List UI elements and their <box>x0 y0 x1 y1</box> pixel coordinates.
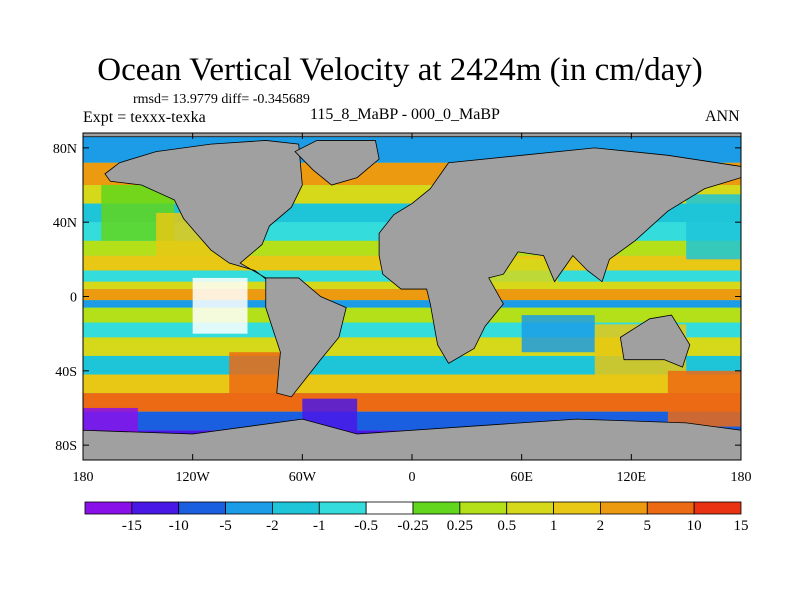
colorbar-swatch <box>412 501 461 515</box>
lat-label: 80N <box>53 142 77 157</box>
colorbar-label: -10 <box>169 518 189 534</box>
colorbar-label: -0.5 <box>354 518 378 534</box>
colorbar-swatch <box>553 501 601 515</box>
ocean-band <box>83 300 741 308</box>
lon-label: 60E <box>510 470 533 485</box>
colorbar-label: 10 <box>687 518 702 534</box>
colorbar-swatch <box>131 501 180 515</box>
colorbar <box>84 501 742 515</box>
lon-label: 60W <box>289 470 317 485</box>
colorbar-label: 0.25 <box>447 518 473 534</box>
colorbar-label: -1 <box>313 518 326 534</box>
lon-label: 120W <box>176 470 211 485</box>
colorbar-label: -15 <box>122 518 142 534</box>
land-australia <box>619 314 691 368</box>
land-eurasia-africa <box>378 147 741 364</box>
colorbar-label: -0.25 <box>397 518 428 534</box>
colorbar-label: 15 <box>734 518 749 534</box>
ocean-band <box>83 289 741 301</box>
colorbar-swatch <box>225 501 273 515</box>
colorbar-label: 5 <box>644 518 652 534</box>
stats-text: rmsd= 13.9779 diff= -0.345689 <box>133 92 310 107</box>
colorbar-swatch <box>365 501 414 515</box>
lat-label: 40N <box>53 216 77 231</box>
land-greenland <box>294 140 380 186</box>
lon-label: 120E <box>617 470 647 485</box>
colorbar-swatch <box>178 501 226 515</box>
ocean-patch <box>667 370 741 427</box>
ocean-patch <box>521 315 595 353</box>
map-ticks <box>82 133 742 460</box>
ocean-patch <box>229 352 285 408</box>
colorbar-swatch <box>459 501 508 515</box>
land-mask <box>83 133 741 460</box>
map-title: Ocean Vertical Velocity at 2424m (in cm/… <box>97 52 703 88</box>
lon-label: 0 <box>409 470 416 485</box>
lat-label: 40S <box>55 365 77 380</box>
colorbar-labels: -15 -10 -5 -2 -1 -0.5 -0.25 0.25 0.5 1 2 5 10 15 <box>122 518 749 534</box>
longitude-labels: 180 120W 60W 0 60E 120E 180 <box>73 470 752 485</box>
colorbar-swatch <box>506 501 554 515</box>
lat-label: 0 <box>70 291 77 306</box>
colorbar-swatch <box>318 501 367 515</box>
ocean-patch <box>192 277 248 334</box>
lon-label: 180 <box>731 470 752 485</box>
colorbar-swatch <box>646 501 695 515</box>
colorbar-label: 1 <box>550 518 558 534</box>
land-antarctica <box>83 418 741 460</box>
land-south-america <box>265 277 347 398</box>
latitude-labels: 80N 40N 0 40S 80S <box>53 142 77 454</box>
ocean-band <box>83 393 741 412</box>
colorbar-swatch <box>84 501 133 515</box>
experiment-subtitle: 115_8_MaBP - 000_0_MaBP <box>310 106 500 123</box>
lat-label: 80S <box>55 439 77 454</box>
lon-label: 180 <box>73 470 94 485</box>
colorbar-swatch <box>600 501 648 515</box>
colorbar-label: 0.5 <box>497 518 516 534</box>
colorbar-label: -5 <box>219 518 232 534</box>
ocean-band <box>83 307 741 323</box>
season-label: ANN <box>705 108 740 125</box>
colorbar-label: -2 <box>266 518 279 534</box>
colorbar-swatch <box>272 501 320 515</box>
land-north-america <box>104 140 303 282</box>
colorbar-label: 2 <box>597 518 605 534</box>
ocean-patch <box>686 194 741 260</box>
colorbar-swatch <box>693 501 742 515</box>
experiment-label: Expt = texxx-texka <box>83 109 206 126</box>
